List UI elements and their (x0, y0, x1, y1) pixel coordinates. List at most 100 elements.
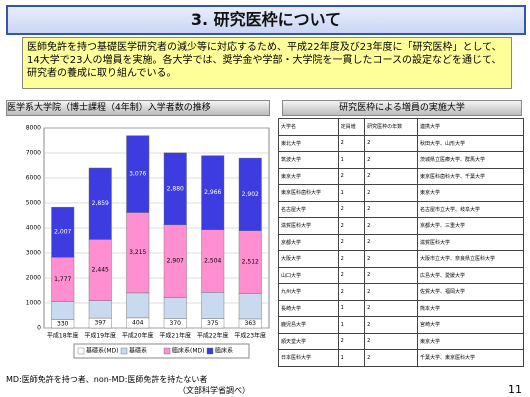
y-tick-label: 0 (37, 325, 41, 332)
table-cell: 2 (337, 167, 366, 185)
data-label: 2,007 (54, 229, 71, 236)
bar-segment (201, 292, 225, 319)
table-cell: 2 (364, 151, 419, 169)
legend-box (73, 343, 250, 359)
table-cell: 2 (364, 200, 419, 218)
table-cell: 2 (364, 283, 419, 301)
bar-segment (51, 206, 75, 258)
table-cell: 2 (364, 233, 419, 251)
y-tick-label: 4000 (26, 225, 41, 232)
y-tick-label: 3000 (26, 250, 41, 257)
bar-segment (126, 292, 150, 319)
table-cell: 2 (337, 134, 366, 152)
page-number: 11 (508, 383, 522, 396)
data-label: 3,076 (129, 171, 146, 178)
bar-segment (51, 301, 75, 320)
table-cell: 茨城県立医療大学、群馬大学 (417, 151, 524, 169)
table-cell: 宮崎大学 (417, 316, 524, 334)
y-tick-label: 7000 (26, 150, 41, 157)
bar-segment (163, 297, 187, 319)
table-cell: 大阪市立大学、奈良県立医科大学 (417, 250, 524, 268)
table-cell: 東京医科歯科大学 (278, 184, 339, 202)
table-cell: 鹿児島大学 (278, 316, 339, 334)
table-row: 東北大学 2 2 秋田大学、山形大学 (278, 134, 524, 152)
table-row: 東京医科歯科大学 1 2 東京大学 (278, 184, 524, 202)
table-row: 京都大学 2 2 滋賀医科大学 (278, 233, 524, 251)
table-cell: 日本医科大学 (278, 349, 339, 367)
data-label: 370 (170, 320, 182, 327)
table-cell: 大阪大学 (278, 250, 339, 268)
table-cell: 研究医枠の年数 (364, 118, 419, 136)
legend-swatch (120, 347, 128, 355)
y-tick-label: 1000 (26, 300, 41, 307)
table-cell: 2 (364, 349, 419, 367)
source: （文部科学省調べ） (178, 386, 250, 395)
table-cell: 熊本大学 (417, 299, 524, 317)
table-cell: 2 (364, 332, 419, 350)
legend-swatch (77, 347, 85, 355)
data-label: 2,902 (242, 191, 259, 198)
table-cell: 筑波大学 (278, 151, 339, 169)
table-cell: 2 (337, 250, 366, 268)
bar-segment (238, 157, 262, 231)
table-cell: 2 (364, 250, 419, 268)
bar-segment (238, 293, 262, 320)
table-cell: 2 (364, 217, 419, 235)
table-cell: 2 (364, 134, 419, 152)
legend-label: 基礎系 (129, 347, 147, 355)
table-cell: 連携大学 (417, 118, 524, 136)
table: 大学名 定員増 研究医枠の年数 連携大学 東北大学 2 2 秋田大学、山形大学 筑波大学 1 2 茨城… (278, 118, 524, 367)
table-row: 九州大学 2 2 佐賀大学、福岡大学 (278, 283, 524, 301)
table-cell: 2 (337, 217, 366, 235)
chart-title: 医学系大学院（博士課程（4年制）入学者数の推移 (6, 100, 270, 116)
table-cell: 東京大学 (417, 332, 524, 350)
table-cell: 2 (364, 316, 419, 334)
table-cell: 1 (337, 299, 366, 317)
table-row: 筑波大学 1 2 茨城県立医療大学、群馬大学 (278, 151, 524, 169)
legend-swatch (206, 347, 214, 355)
table-cell: 京都大学、三重大学 (417, 217, 524, 235)
data-label: 2,859 (92, 200, 109, 207)
table-cell: 2 (337, 332, 366, 350)
x-tick-label: 平成20年度 (122, 332, 154, 340)
x-tick-label: 平成19年度 (84, 332, 116, 340)
data-label: 1,777 (54, 276, 71, 283)
data-label: 375 (207, 320, 219, 327)
table-cell: 千葉大学、東京医科大学 (417, 349, 524, 367)
x-tick-label: 平成18年度 (47, 332, 79, 340)
data-label: 397 (95, 320, 107, 327)
bar-segment (88, 167, 112, 240)
table-row: 名古屋大学 2 2 名古屋市立大学、岐阜大学 (278, 200, 524, 218)
y-tick-label: 2000 (26, 275, 41, 282)
table-cell: 大学名 (278, 118, 339, 136)
x-tick-label: 平成23年度 (234, 332, 266, 340)
bar-segment (201, 155, 225, 230)
table-cell: 2 (364, 184, 419, 202)
table-cell: 1 (337, 316, 366, 334)
summary: 医師免許を持つ基礎医学研究者の減少等に対応するため、平成22年度及び23年度に「… (22, 37, 512, 89)
bar-segment (126, 135, 150, 213)
data-label: 2,966 (204, 189, 221, 196)
bar-segment (163, 152, 187, 226)
table-cell: 名古屋大学 (278, 200, 339, 218)
table-header: 大学名 定員増 研究医枠の年数 連携大学 (278, 118, 524, 136)
table-cell: 2 (364, 167, 419, 185)
table-cell: 2 (337, 283, 366, 301)
y-tick-label: 6000 (26, 175, 41, 182)
data-label: 363 (245, 320, 257, 327)
data-label: 2,504 (204, 258, 221, 265)
table-row: 長崎大学 1 2 熊本大学 (278, 299, 524, 317)
data-label: 404 (132, 319, 144, 326)
y-tick-label: 5000 (26, 200, 41, 207)
data-label: 2,512 (242, 259, 259, 266)
legend-label: 臨床系 (215, 347, 233, 355)
table-cell: 2 (337, 233, 366, 251)
table-cell: 東京医科歯科大学、千葉大学 (417, 167, 524, 185)
table-cell: 東北大学 (278, 134, 339, 152)
slide-title: 3. 研究医枠について (6, 5, 526, 35)
table-cell: 佐賀大学、福岡大学 (417, 283, 524, 301)
x-tick-label: 平成21年度 (159, 332, 191, 340)
table-cell: 山口大学 (278, 266, 339, 284)
table-cell: 定員増 (337, 118, 366, 136)
